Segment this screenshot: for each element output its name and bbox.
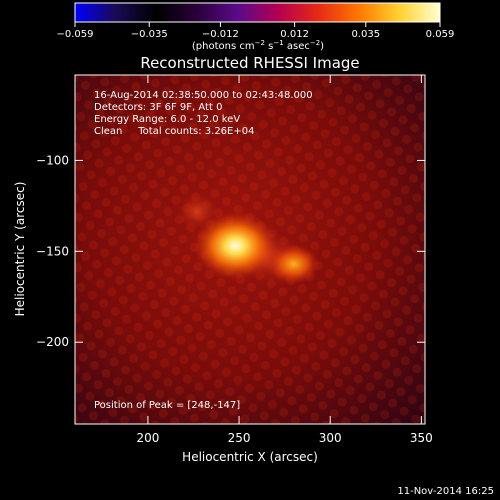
colorbar-tick-label: 0.035 <box>351 29 380 40</box>
y-tick-label: −150 <box>36 244 69 258</box>
colorbar-tick-labels: −0.059 −0.035 −0.012 0.012 0.035 0.059 <box>56 29 454 40</box>
y-tick-label: −200 <box>36 335 69 349</box>
footer-date: 11-Nov-2014 16:25 <box>397 486 494 497</box>
colorbar-ticks <box>74 22 441 27</box>
colorbar-tick-label: 0.012 <box>280 29 309 40</box>
axis-ticks: 200 250 300 350 −100 −150 −200 <box>36 75 433 445</box>
x-tick-label: 300 <box>319 431 342 445</box>
annotation-time-range: 16-Aug-2014 02:38:50.000 to 02:43:48.000 <box>94 90 313 101</box>
annotation-clean-counts: Clean Total counts: 3.26E+04 <box>94 126 254 137</box>
source-secondary <box>267 244 320 285</box>
annotation-detectors: Detectors: 3F 6F 9F, Att 0 <box>94 102 222 113</box>
source-layer <box>177 193 320 286</box>
colorbar-unit-label: (photons cm−2 s−1 asec−2) <box>192 39 324 52</box>
plot-frame <box>74 74 426 425</box>
colorbar-tick-label: −0.035 <box>131 29 168 40</box>
colorbar <box>74 2 441 23</box>
source-faint <box>177 193 218 230</box>
colorbar-tick-label: −0.059 <box>56 29 93 40</box>
colorbar-tick-label: 0.059 <box>426 29 455 40</box>
x-tick-label: 350 <box>410 431 433 445</box>
y-tick-label: −100 <box>36 153 69 167</box>
heatmap-image <box>75 75 425 424</box>
colorbar-tick-label: −0.012 <box>202 29 239 40</box>
annotation-peak-position: Position of Peak = [248,-147] <box>94 400 240 411</box>
x-axis-label: Heliocentric X (arcsec) <box>182 450 318 464</box>
chart-title: Reconstructed RHESSI Image <box>140 54 359 72</box>
x-tick-label: 200 <box>136 431 159 445</box>
x-tick-label: 250 <box>228 431 251 445</box>
source-peak <box>193 211 278 280</box>
annotation-energy-range: Energy Range: 6.0 - 12.0 keV <box>94 114 240 125</box>
y-axis-label: Heliocentric Y (arcsec) <box>13 182 27 317</box>
